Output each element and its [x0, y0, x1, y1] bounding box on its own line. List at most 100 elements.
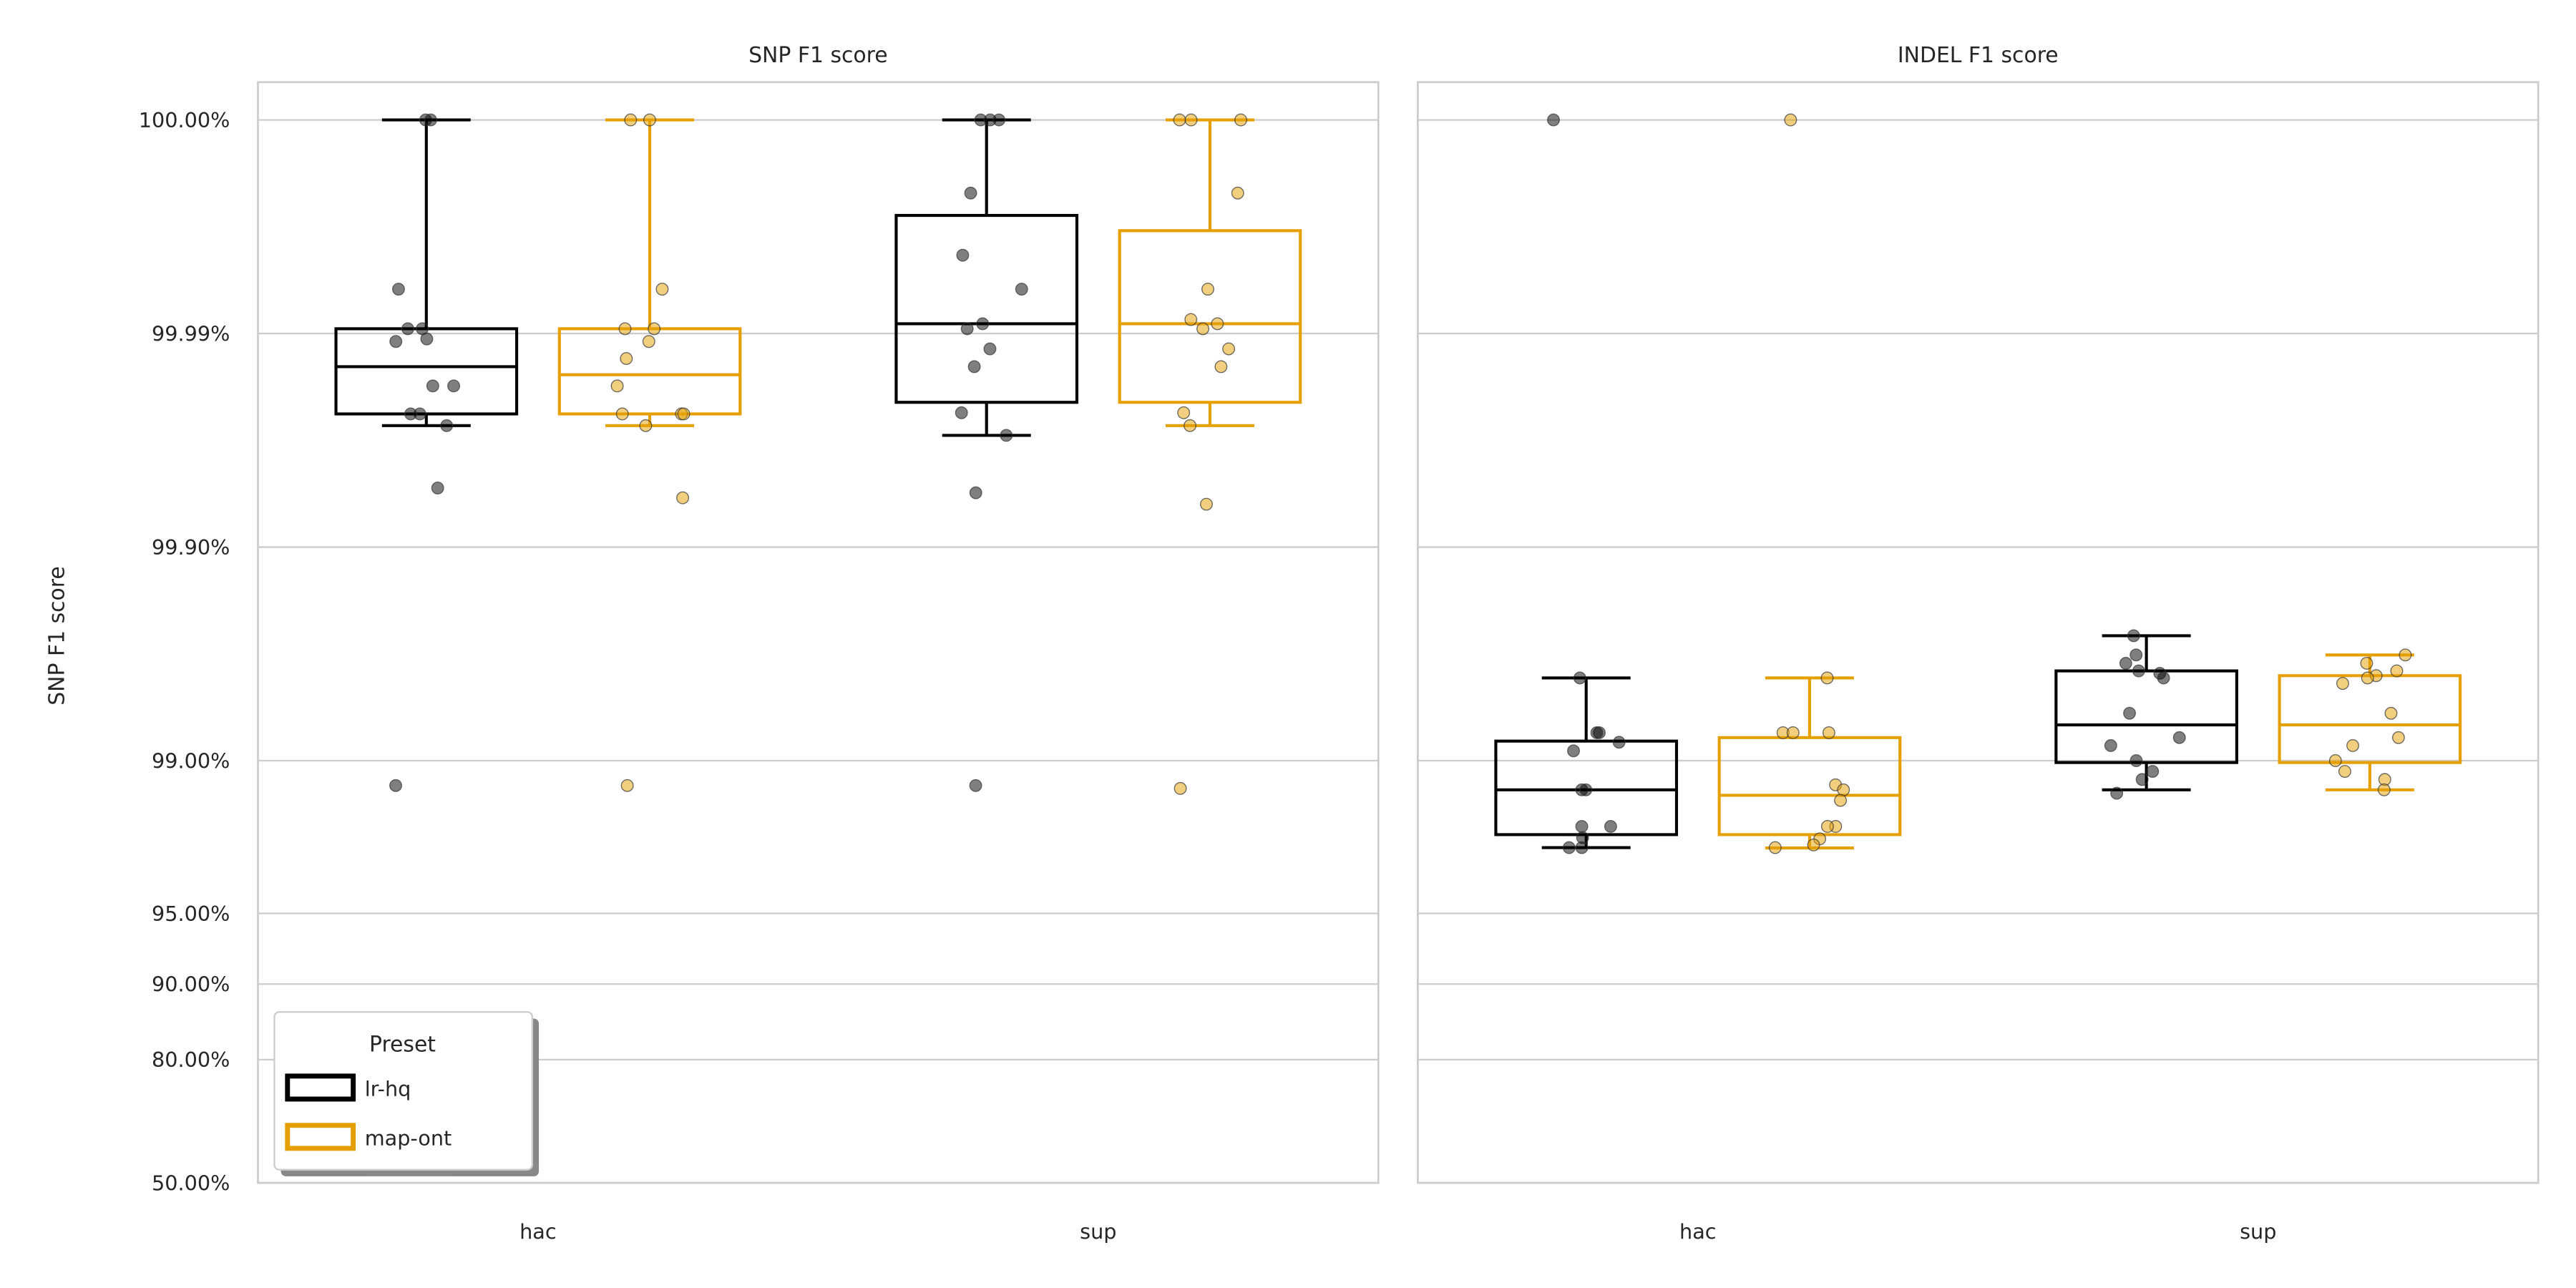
data-point	[1199, 497, 1213, 511]
data-point	[615, 407, 629, 421]
data-point	[391, 283, 405, 296]
y-axis-label: SNP F1 score	[45, 566, 70, 705]
x-tick-label: sup	[1080, 1219, 1116, 1244]
data-point	[2127, 629, 2140, 643]
legend: Preset lr-hq map-ont	[273, 1011, 540, 1176]
data-point	[969, 779, 982, 792]
data-point	[1784, 113, 1797, 127]
data-point	[1214, 360, 1228, 374]
data-point	[1184, 113, 1198, 127]
data-point	[1231, 186, 1244, 200]
data-point	[2328, 754, 2342, 767]
data-point	[960, 322, 974, 336]
y-tick-label: 90.00%	[152, 972, 230, 997]
data-point	[983, 342, 997, 356]
data-point	[1000, 429, 1013, 442]
y-tick-label: 99.90%	[152, 535, 230, 560]
data-point	[1184, 419, 1197, 432]
data-point	[1196, 322, 1209, 336]
data-point	[2119, 656, 2132, 670]
data-point	[2129, 648, 2143, 662]
x-tick-label: hac	[519, 1219, 557, 1244]
data-point	[956, 248, 970, 262]
box-map-ont-sup	[2278, 648, 2462, 796]
legend-label-map-ont: map-ont	[365, 1126, 452, 1150]
data-point	[1837, 783, 1850, 796]
box-map-ont-hac	[557, 113, 742, 792]
data-point	[2135, 773, 2149, 786]
data-point	[1575, 841, 1589, 854]
box-iqr	[894, 213, 1079, 404]
data-point	[677, 407, 691, 421]
data-point	[620, 352, 633, 366]
data-point	[2390, 664, 2404, 678]
legend-label-lr-hq: lr-hq	[365, 1076, 411, 1101]
box-iqr	[1717, 736, 1902, 836]
box-iqr	[1118, 229, 1302, 404]
legend-swatch-map-ont	[285, 1123, 356, 1151]
data-point	[1579, 783, 1593, 796]
box-lr-hq-sup	[2054, 629, 2238, 800]
data-point	[2338, 765, 2351, 778]
data-point	[424, 113, 437, 127]
data-point	[2399, 648, 2412, 662]
box-iqr	[2054, 669, 2238, 764]
data-point	[967, 360, 981, 374]
data-point	[655, 283, 669, 296]
data-point	[2132, 664, 2145, 678]
panel-indel: INDEL F1 score	[1898, 43, 2059, 68]
plot-area: hac sup	[1417, 81, 2540, 1244]
axes-frame	[257, 81, 1380, 1184]
box-map-ont-sup	[1118, 113, 1302, 795]
data-point	[420, 332, 434, 346]
data-point	[2336, 677, 2349, 691]
data-point	[643, 113, 656, 127]
data-point	[1573, 671, 1586, 685]
data-point	[1547, 113, 1560, 127]
box-lr-hq-hac	[1494, 113, 1679, 854]
data-point	[2146, 765, 2160, 778]
y-tick-label: 80.00%	[152, 1048, 230, 1072]
data-point	[992, 113, 1006, 127]
data-point	[1590, 726, 1604, 739]
data-point	[2110, 786, 2124, 800]
data-point	[1575, 820, 1589, 833]
data-point	[969, 486, 982, 499]
axes-frame	[1417, 81, 2540, 1184]
data-point	[618, 322, 632, 336]
y-tick-label: 95.00%	[152, 902, 230, 926]
data-point	[1807, 838, 1820, 852]
data-point	[676, 491, 690, 504]
data-point	[1822, 726, 1835, 739]
data-point	[401, 322, 414, 336]
plot-background	[258, 82, 1379, 1184]
data-point	[1768, 841, 1782, 854]
plot-background	[1418, 82, 2539, 1184]
data-point	[2123, 706, 2137, 720]
data-point	[426, 379, 439, 393]
data-point	[389, 779, 402, 792]
data-point	[2384, 706, 2398, 720]
data-point	[440, 419, 454, 432]
data-point	[964, 186, 977, 200]
data-point	[976, 317, 990, 331]
legend-swatch-lr-hq	[285, 1073, 356, 1102]
panel-title: INDEL F1 score	[1898, 43, 2059, 68]
data-point	[2360, 656, 2373, 670]
data-point	[624, 113, 638, 127]
plot-area: 50.00% 80.00% 90.00% 95.00% 99.00% 99.90% 99.9…	[139, 81, 1380, 1244]
data-point	[1173, 113, 1186, 127]
data-point	[955, 406, 968, 419]
data-point	[1604, 820, 1617, 833]
data-point	[1222, 342, 1236, 356]
box-map-ont-hac	[1717, 113, 1902, 854]
data-point	[2157, 671, 2170, 685]
data-point	[1562, 841, 1576, 854]
data-point	[2172, 731, 2186, 744]
data-point	[404, 407, 417, 421]
data-point	[1211, 317, 1224, 331]
data-point	[2104, 738, 2117, 752]
data-point	[1567, 744, 1580, 758]
box-lr-hq-hac	[334, 113, 519, 792]
data-point	[1174, 781, 1187, 795]
